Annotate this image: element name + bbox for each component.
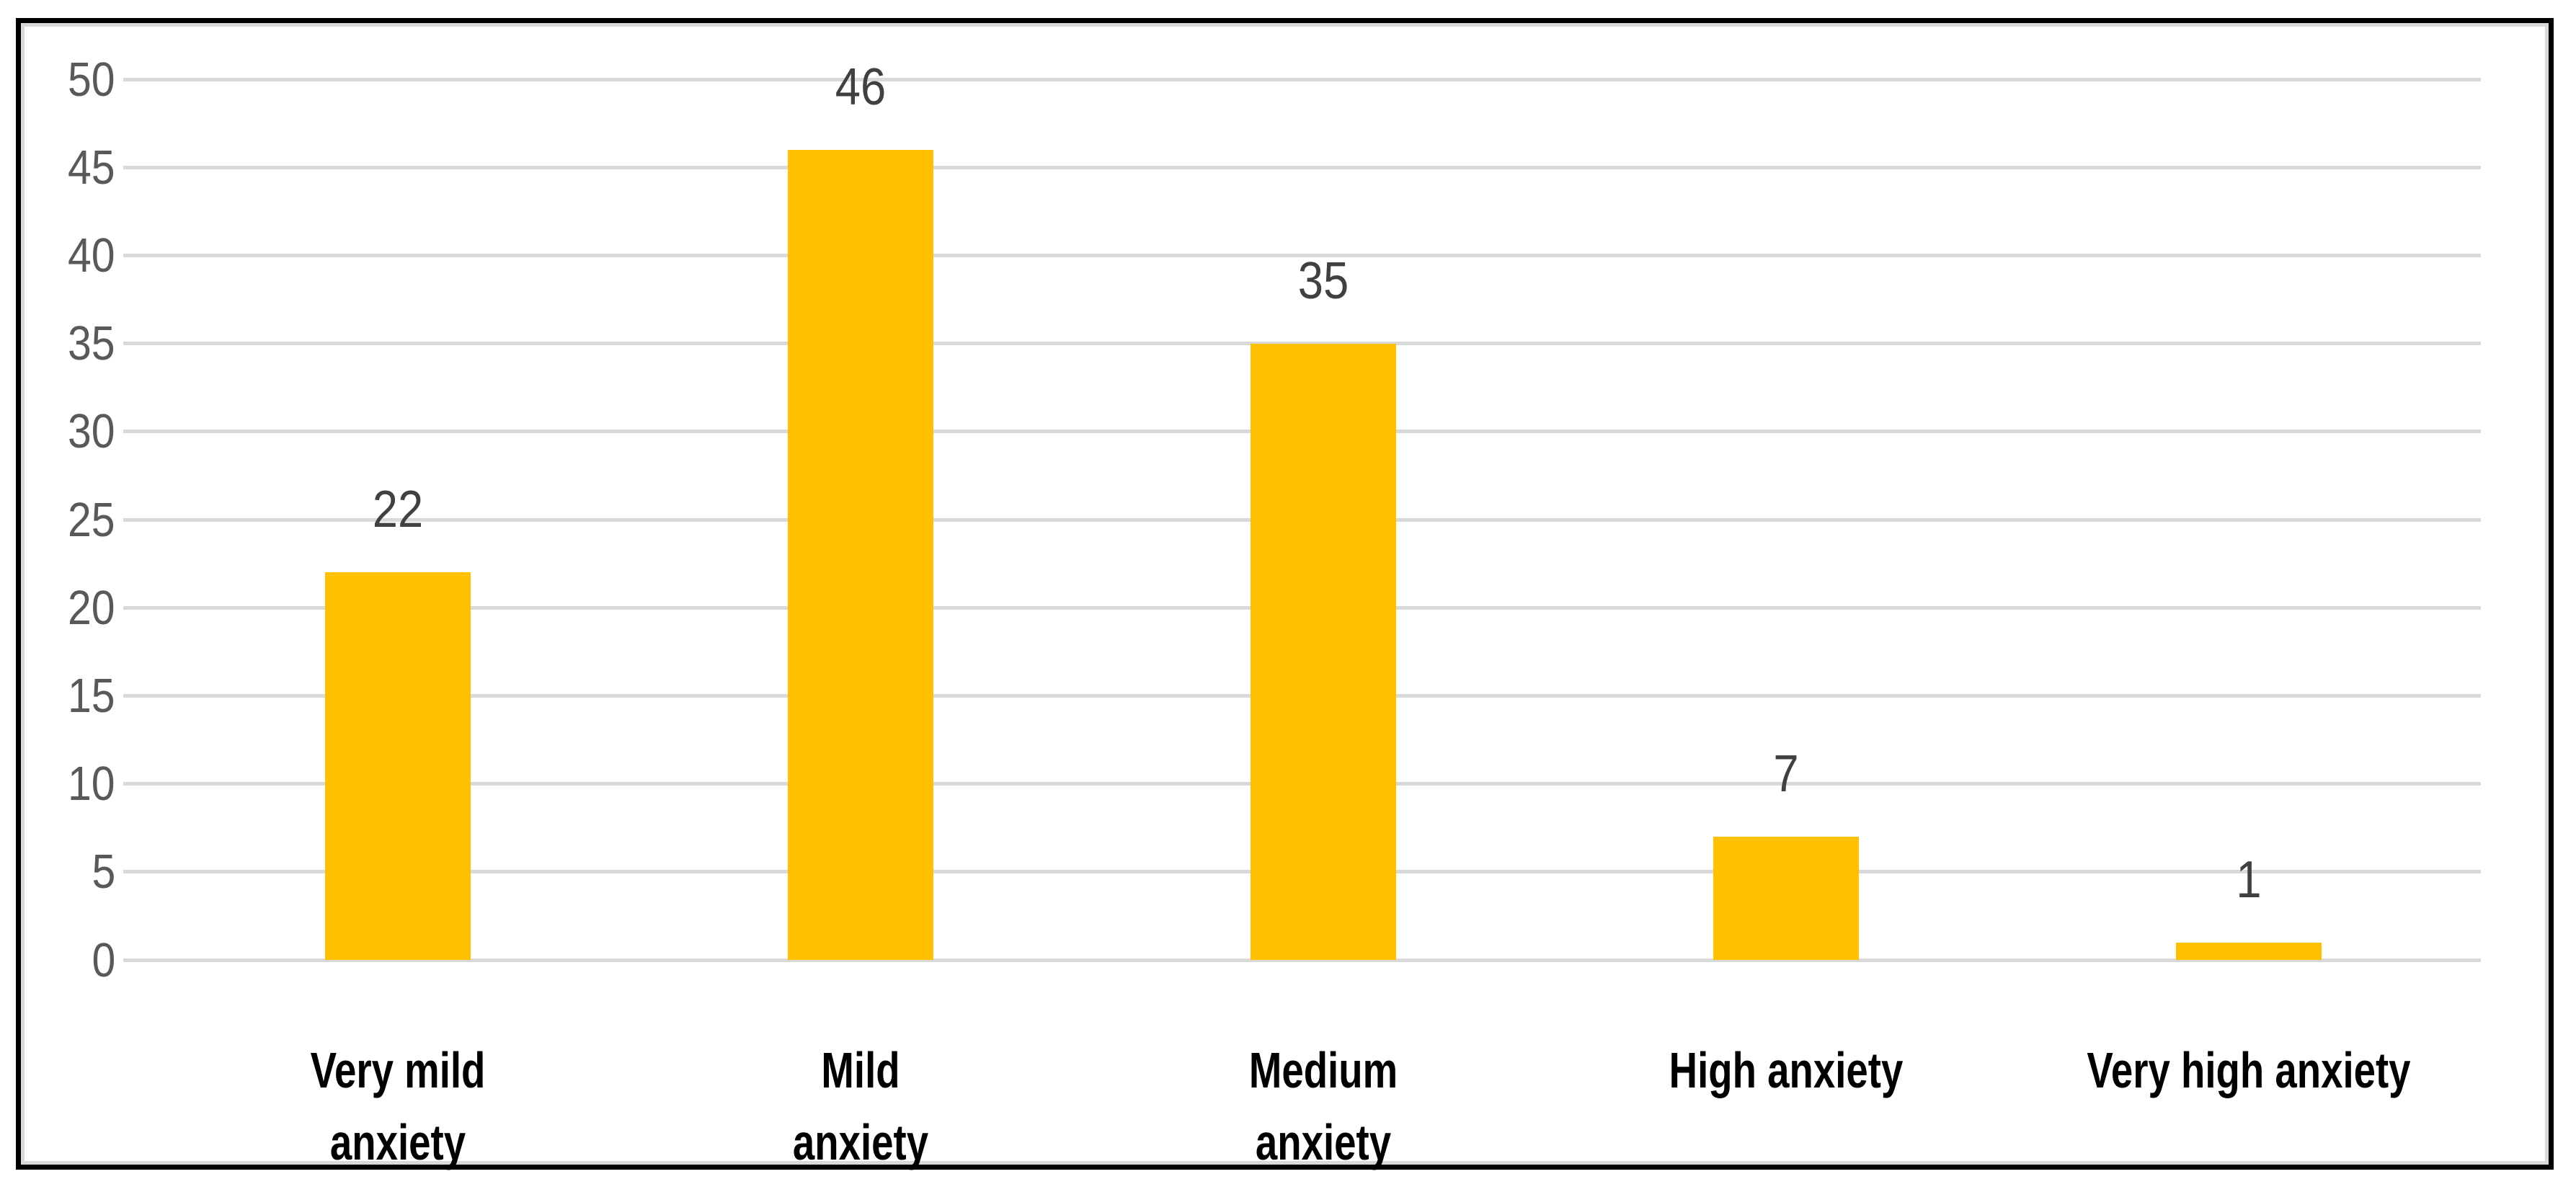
x-axis-category-labels: Very mild anxiety Mild anxiety Medium anxiety… bbox=[166, 1034, 2480, 1178]
plot-area: 0 5 10 15 20 25 30 35 40 45 50 22 46 35 7 1 Very mild a… bbox=[68, 55, 2481, 1170]
bar-5 bbox=[2176, 942, 2322, 960]
y-axis-tick-label: 15 bbox=[0, 672, 115, 720]
bar-slot: 1 bbox=[2017, 79, 2480, 960]
y-axis-tick-label: 10 bbox=[0, 760, 115, 808]
category-label-line: anxiety bbox=[329, 1114, 466, 1170]
y-axis-tick-text: 0 bbox=[92, 933, 115, 987]
category-label: Very mild anxiety bbox=[166, 1034, 629, 1178]
gridline bbox=[123, 165, 2481, 169]
y-axis-tick-label: 20 bbox=[0, 584, 115, 632]
data-label-text: 22 bbox=[372, 481, 424, 539]
data-label-text: 46 bbox=[835, 58, 887, 116]
category-label: Mild anxiety bbox=[629, 1034, 1092, 1178]
data-label: 7 bbox=[1555, 748, 2017, 800]
bars-group: 22 46 35 7 1 bbox=[166, 61, 2480, 960]
y-axis-tick-label: 45 bbox=[0, 143, 115, 192]
category-label: Very high anxiety bbox=[2017, 1034, 2480, 1106]
gridline bbox=[123, 77, 2481, 81]
y-axis-tick-text: 35 bbox=[68, 316, 115, 371]
y-axis-tick-text: 5 bbox=[92, 845, 115, 899]
y-axis-tick-text: 50 bbox=[68, 52, 115, 107]
gridline bbox=[123, 253, 2481, 257]
bar-slot: 35 bbox=[1092, 79, 1555, 960]
bar-slot: 22 bbox=[166, 79, 629, 960]
y-axis-tick-label: 25 bbox=[0, 496, 115, 544]
y-axis-tick-label: 30 bbox=[0, 407, 115, 455]
category-label-line: High anxiety bbox=[1669, 1042, 1904, 1098]
bar-4 bbox=[1713, 836, 1859, 960]
y-axis-tick-text: 20 bbox=[68, 580, 115, 635]
data-label: 22 bbox=[166, 484, 629, 535]
category-label-line: Medium bbox=[1248, 1042, 1398, 1098]
data-label-text: 35 bbox=[1297, 252, 1349, 310]
y-axis-tick-text: 40 bbox=[68, 228, 115, 283]
data-label: 35 bbox=[1092, 255, 1555, 307]
data-label: 46 bbox=[629, 61, 1092, 113]
gridline bbox=[123, 958, 2481, 962]
y-axis-tick-text: 15 bbox=[68, 668, 115, 723]
y-axis-tick-text: 30 bbox=[68, 404, 115, 459]
chart-outer-border: 0 5 10 15 20 25 30 35 40 45 50 22 46 35 7 1 Very mild a… bbox=[16, 18, 2554, 1170]
bar-2 bbox=[788, 149, 933, 960]
category-label: High anxiety bbox=[1555, 1034, 2017, 1106]
data-label-text: 7 bbox=[1773, 744, 1799, 803]
chart-area: 0 5 10 15 20 25 30 35 40 45 50 22 46 35 7 1 Very mild a… bbox=[21, 23, 2549, 1170]
category-label-line: anxiety bbox=[792, 1114, 929, 1170]
y-axis-tick-label: 50 bbox=[0, 55, 115, 104]
bar-1 bbox=[325, 572, 471, 960]
data-label: 1 bbox=[2017, 854, 2480, 906]
category-label-line: Mild bbox=[821, 1042, 900, 1098]
y-axis-tick-text: 10 bbox=[68, 757, 115, 811]
bar-slot: 46 bbox=[629, 61, 1092, 960]
y-axis-tick-label: 0 bbox=[0, 936, 115, 984]
bar-3 bbox=[1251, 343, 1396, 960]
category-label: Medium anxiety bbox=[1092, 1034, 1555, 1178]
y-axis-tick-label: 35 bbox=[0, 319, 115, 368]
y-axis-tick-text: 45 bbox=[68, 140, 115, 195]
category-label-line: Very high anxiety bbox=[2087, 1042, 2411, 1098]
category-label-line: anxiety bbox=[1255, 1114, 1392, 1170]
bar-slot: 7 bbox=[1555, 79, 2017, 960]
y-axis-tick-text: 25 bbox=[68, 492, 115, 547]
data-label-text: 1 bbox=[2236, 850, 2262, 909]
y-axis-tick-label: 40 bbox=[0, 231, 115, 280]
y-axis-tick-label: 5 bbox=[0, 848, 115, 896]
category-label-line: Very mild bbox=[310, 1042, 486, 1098]
